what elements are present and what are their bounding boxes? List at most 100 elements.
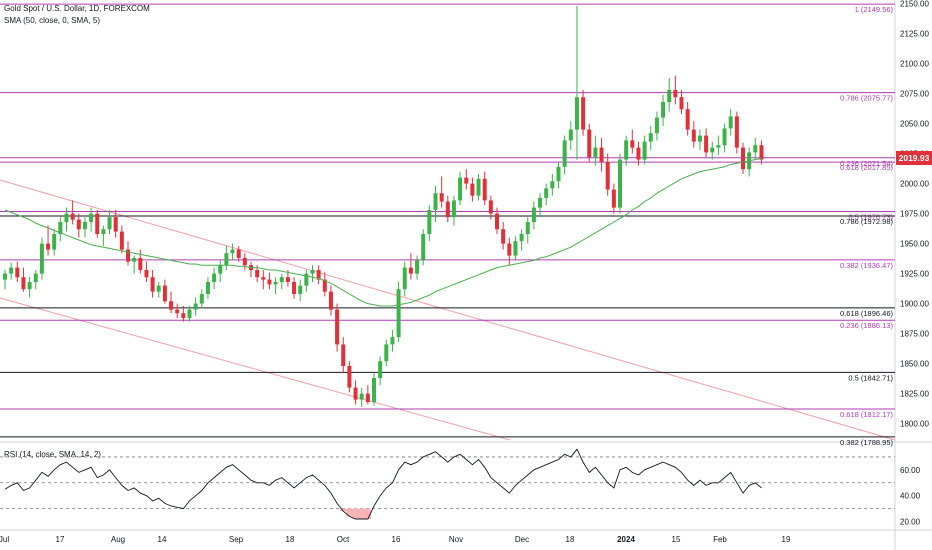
time-tick-label: Dec <box>515 535 529 544</box>
candle-body <box>734 116 739 148</box>
candle-body <box>464 177 469 184</box>
candle-body <box>52 234 57 250</box>
candle-body <box>316 270 321 280</box>
candle-body <box>150 277 155 292</box>
price-tick-label: 1925.00 <box>900 270 929 279</box>
price-tick-label: 1975.00 <box>900 210 929 219</box>
price-tick-label: 1850.00 <box>900 360 929 369</box>
chart-title: Gold Spot / U.S. Dollar, 1D, FOREXCOM <box>4 4 150 13</box>
fib-label: 0.382 (1936.47) <box>840 261 893 270</box>
price-tick-label: 2125.00 <box>900 30 929 39</box>
candle-body <box>95 213 100 234</box>
candle-body <box>525 222 530 234</box>
price-axis: 1800.00 1825.00 1850.00 1875.00 1900.00 1925.… <box>900 0 929 429</box>
candle-body <box>458 177 463 201</box>
candle-body <box>224 253 229 266</box>
candle-body <box>175 309 180 314</box>
fib-label: 0.382 (1788.95) <box>840 438 893 447</box>
candle-body <box>255 270 260 278</box>
candle-body <box>107 217 112 230</box>
sma-50-line <box>4 157 762 307</box>
candle-body <box>470 183 475 196</box>
time-tick-label: Jul <box>0 535 9 544</box>
fib-label: 0.618 (1812.17) <box>840 410 893 419</box>
candle-body <box>691 129 696 142</box>
candle-body <box>531 207 536 222</box>
fib-label: 0.786 (2075.77) <box>840 94 893 103</box>
trend-channel <box>0 179 896 441</box>
candle-body <box>70 213 75 220</box>
candle-body <box>661 102 666 118</box>
candle-body <box>593 147 598 158</box>
candle-body <box>199 294 204 304</box>
candle-body <box>704 135 709 153</box>
candles <box>3 6 764 407</box>
candle-body <box>230 249 235 254</box>
candle-body <box>46 243 51 250</box>
candle-body <box>685 109 690 130</box>
candle-body <box>654 117 659 134</box>
sma-legend: SMA (50, close, 0, SMA, 5) <box>4 16 101 25</box>
candle-body <box>415 260 420 274</box>
candle-body <box>562 140 567 167</box>
candle-body <box>58 222 63 234</box>
fib-label: 1 (2149.56) <box>855 5 894 14</box>
candle-body <box>519 234 524 242</box>
candle-body <box>445 201 450 218</box>
candle-body <box>384 344 389 362</box>
candle-body <box>550 181 555 189</box>
candle-body <box>156 285 161 292</box>
candle-body <box>298 285 303 294</box>
candle-body <box>119 231 124 250</box>
time-tick-label: Oct <box>337 535 350 544</box>
candle-body <box>679 97 684 110</box>
sma-line <box>4 157 762 307</box>
candle-body <box>433 193 438 210</box>
candle-body <box>347 366 352 388</box>
candle-body <box>285 277 290 282</box>
candle-body <box>716 145 721 148</box>
candle-body <box>76 219 81 230</box>
candle-body <box>359 393 364 400</box>
price-tick-label: 2150.00 <box>900 0 929 9</box>
price-tick-label: 1800.00 <box>900 420 929 429</box>
candle-body <box>9 267 14 274</box>
time-axis: Jul 17 Aug 14 Sep 18 Oct 16 Nov Dec 18 2024 15 Feb 19 <box>0 535 791 544</box>
candle-body <box>538 198 543 208</box>
candle-body <box>673 90 678 98</box>
candle-body <box>587 129 592 158</box>
fib-levels: 1 (2149.56) 0.786 (2075.77) 0.236 (2021.54… <box>0 3 895 447</box>
candle-body <box>138 258 143 270</box>
candle-body <box>89 213 94 222</box>
candle-body <box>667 90 672 102</box>
candle-body <box>544 188 549 198</box>
time-tick-label: 19 <box>782 535 791 544</box>
candle-body <box>599 147 604 162</box>
candle-body <box>292 282 297 294</box>
candle-body <box>568 129 573 141</box>
candle-body <box>759 145 764 160</box>
candle-body <box>574 97 579 130</box>
candle-body <box>132 258 137 262</box>
candle-body <box>3 273 7 280</box>
candle-body <box>353 387 358 400</box>
candle-body <box>304 273 309 286</box>
channel-lower <box>0 297 511 441</box>
candle-body <box>618 159 622 208</box>
candle-body <box>648 133 653 142</box>
last-price-badge: 2019.93 <box>896 151 932 165</box>
candle-body <box>144 270 149 278</box>
time-tick-label: 18 <box>566 535 575 544</box>
candle-body <box>495 213 499 230</box>
price-tick-label: 1950.00 <box>900 240 929 249</box>
candle-body <box>21 277 26 290</box>
candle-body <box>722 128 727 146</box>
candle-body <box>181 313 186 318</box>
price-tick-label: 1875.00 <box>900 330 929 339</box>
candle-body <box>642 141 647 160</box>
time-tick-label: 17 <box>56 535 65 544</box>
candle-body <box>64 213 69 222</box>
candle-body <box>335 309 340 345</box>
